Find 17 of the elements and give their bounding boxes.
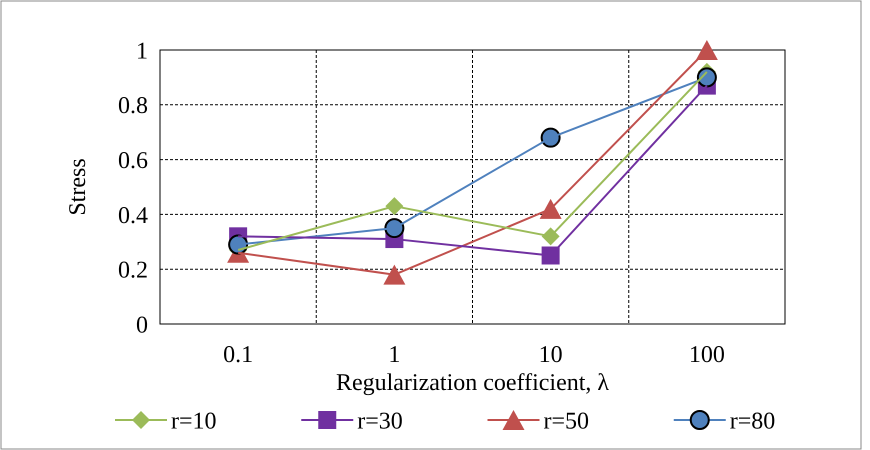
y-tick-label: 1 xyxy=(136,38,148,64)
x-tick-label: 100 xyxy=(688,342,725,368)
x-axis-title: Regularization coefficient, λ xyxy=(336,370,610,396)
x-tick-label: 0.1 xyxy=(223,342,254,368)
y-tick-label: 0.4 xyxy=(118,202,148,229)
y-tick-label: 0 xyxy=(136,312,148,338)
y-axis-title: Stress xyxy=(65,158,91,216)
point xyxy=(540,198,562,219)
y-tick-label: 0.6 xyxy=(118,148,148,174)
x-tick-label: 10 xyxy=(538,342,563,368)
legend-label: r=30 xyxy=(357,408,403,434)
x-tick-label: 1 xyxy=(388,342,400,368)
y-tick-label: 0.8 xyxy=(118,93,148,120)
y-tick-label: 0.2 xyxy=(118,258,148,284)
legend-label: r=50 xyxy=(544,408,590,434)
legend-label: r=80 xyxy=(730,408,776,434)
legend-label: r=10 xyxy=(171,408,217,434)
